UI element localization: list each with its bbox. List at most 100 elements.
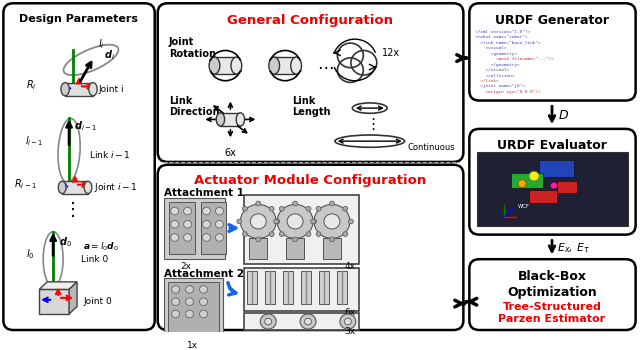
Ellipse shape (84, 181, 92, 194)
Text: Continuous: Continuous (408, 143, 455, 152)
Circle shape (171, 207, 179, 215)
Text: Link 0: Link 0 (81, 255, 108, 264)
Text: <collision>: <collision> (476, 74, 515, 78)
Circle shape (265, 318, 272, 325)
Text: Link
Length: Link Length (292, 96, 331, 117)
Bar (164, 278, 223, 340)
Text: $\vdots$: $\vdots$ (365, 116, 375, 132)
Circle shape (260, 314, 276, 329)
Bar (244, 313, 359, 330)
Circle shape (312, 219, 317, 224)
Circle shape (186, 310, 193, 318)
Circle shape (171, 220, 179, 228)
Text: $\boldsymbol{a} = l_0\boldsymbol{d}_0$: $\boldsymbol{a} = l_0\boldsymbol{d}_0$ (83, 241, 119, 253)
Circle shape (518, 180, 526, 188)
Circle shape (344, 318, 351, 325)
Ellipse shape (209, 57, 220, 74)
Circle shape (200, 286, 207, 293)
Text: <geometry>: <geometry> (476, 52, 517, 56)
Text: 12x: 12x (381, 48, 400, 58)
Circle shape (348, 219, 353, 224)
Text: Attachment 2: Attachment 2 (164, 269, 244, 279)
Ellipse shape (231, 57, 242, 74)
Circle shape (202, 234, 211, 241)
Text: 6x: 6x (345, 308, 356, 317)
Text: URDF Generator: URDF Generator (495, 14, 609, 27)
Bar (511, 173, 543, 188)
Circle shape (184, 220, 191, 228)
Bar (319, 271, 329, 303)
Text: <mesh filename="..."/>: <mesh filename="..."/> (476, 57, 554, 61)
Text: $l_{i-1}$: $l_{i-1}$ (24, 134, 44, 148)
Circle shape (186, 298, 193, 306)
Text: $R_{i-1}$: $R_{i-1}$ (13, 177, 36, 190)
Circle shape (243, 206, 248, 211)
Text: $l_i$: $l_i$ (98, 37, 104, 51)
Text: Joint $i-1$: Joint $i-1$ (94, 181, 138, 194)
Text: 6x: 6x (225, 148, 236, 158)
Text: </visual>: </visual> (476, 68, 509, 72)
Text: General Configuration: General Configuration (227, 14, 393, 27)
Bar (62, 181, 88, 194)
Bar (169, 202, 195, 253)
Text: <link name="base_link">: <link name="base_link"> (476, 41, 541, 45)
Circle shape (172, 298, 180, 306)
Bar (168, 282, 220, 336)
Text: Design Parameters: Design Parameters (19, 14, 138, 24)
Circle shape (550, 182, 557, 189)
Bar (274, 57, 296, 74)
Text: <joint name="j0">: <joint name="j0"> (476, 84, 525, 89)
Circle shape (202, 207, 211, 215)
Circle shape (172, 286, 180, 293)
Text: 2x: 2x (180, 262, 191, 271)
Text: Joint
Rotation: Joint Rotation (169, 37, 216, 59)
Ellipse shape (291, 57, 301, 74)
Circle shape (330, 237, 335, 242)
FancyBboxPatch shape (157, 3, 463, 162)
Ellipse shape (269, 57, 280, 74)
FancyBboxPatch shape (157, 165, 463, 330)
Circle shape (200, 298, 207, 306)
Circle shape (172, 310, 180, 318)
Circle shape (314, 204, 350, 238)
FancyBboxPatch shape (469, 259, 636, 330)
Circle shape (343, 206, 348, 211)
Bar (200, 202, 227, 253)
Circle shape (269, 232, 274, 237)
Text: Attachment 1: Attachment 1 (164, 188, 244, 198)
Circle shape (184, 234, 191, 241)
Text: $D$: $D$ (558, 109, 569, 122)
Bar (539, 160, 574, 177)
Circle shape (306, 206, 311, 211)
Text: 3x: 3x (345, 327, 356, 336)
Circle shape (300, 314, 316, 329)
Bar (39, 289, 69, 314)
Bar (244, 268, 359, 311)
Circle shape (200, 310, 207, 318)
Text: <origin xyz="0 0 0"/>: <origin xyz="0 0 0"/> (476, 90, 541, 94)
Bar (529, 190, 557, 203)
Bar (477, 153, 628, 226)
Circle shape (216, 234, 223, 241)
Circle shape (316, 232, 321, 237)
Text: $\boldsymbol{d}_0$: $\boldsymbol{d}_0$ (59, 235, 72, 249)
Circle shape (279, 232, 284, 237)
Circle shape (274, 219, 278, 224)
FancyBboxPatch shape (469, 129, 636, 235)
Bar (286, 238, 304, 259)
Text: Actuator Module Configuration: Actuator Module Configuration (194, 174, 426, 187)
Text: Link $i-1$: Link $i-1$ (89, 149, 131, 160)
Circle shape (275, 219, 280, 224)
Circle shape (340, 314, 356, 329)
Text: <visual>: <visual> (476, 46, 507, 50)
Circle shape (243, 232, 248, 237)
Text: Tree-Structured
Parzen Estimator: Tree-Structured Parzen Estimator (499, 302, 605, 324)
Polygon shape (69, 282, 77, 314)
Text: URDF Evaluator: URDF Evaluator (497, 139, 607, 152)
Circle shape (184, 207, 191, 215)
Text: $l_0$: $l_0$ (26, 247, 35, 261)
Circle shape (310, 219, 316, 224)
Bar (65, 83, 93, 96)
Text: $\cdots$: $\cdots$ (317, 57, 333, 75)
Circle shape (171, 234, 179, 241)
